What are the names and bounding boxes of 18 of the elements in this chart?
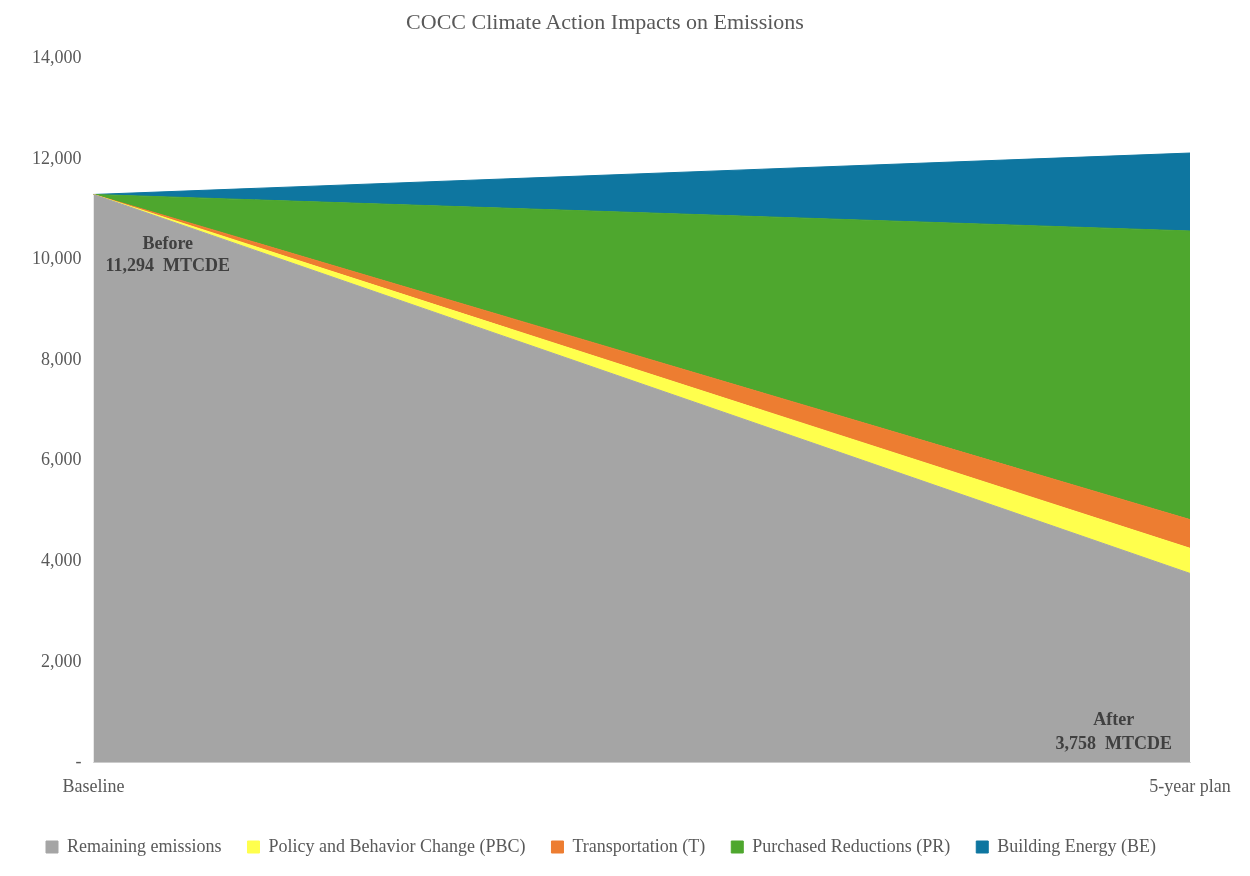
chart-title: COCC Climate Action Impacts on Emissions (406, 8, 804, 34)
y-tick-label: 10,000 (32, 248, 82, 269)
annotation: Before 11,294 MTCDE (105, 233, 231, 276)
legend-label: Remaining emissions (67, 835, 222, 856)
y-tick-label: 12,000 (32, 147, 82, 168)
x-tick-label: 5-year plan (1149, 775, 1231, 796)
legend-label: Building Energy (BE) (997, 835, 1156, 857)
y-tick-label: - (75, 751, 82, 772)
y-tick-label: 14,000 (32, 47, 82, 68)
y-tick-label: 2,000 (41, 650, 82, 671)
legend-label: Transportation (T) (572, 835, 706, 857)
y-tick-label: 6,000 (41, 449, 82, 470)
y-tick-label: 8,000 (41, 348, 82, 369)
x-tick-label: Baseline (62, 775, 125, 796)
y-tick-label: 4,000 (41, 549, 82, 570)
legend-label: Policy and Behavior Change (PBC) (268, 835, 526, 857)
annotation: After 3,758 MTCDE (1055, 709, 1172, 754)
legend-label: Purchased Reductions (PR) (752, 835, 951, 857)
